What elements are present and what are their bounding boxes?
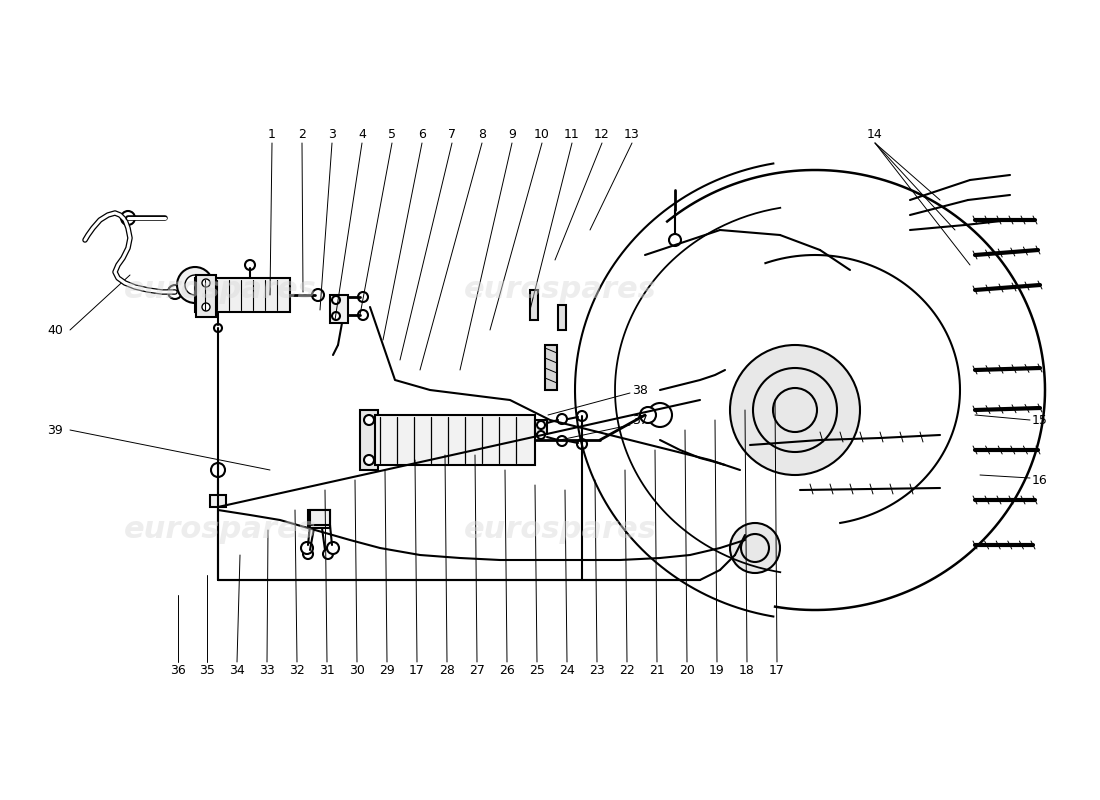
Circle shape bbox=[578, 411, 587, 421]
Bar bbox=[530, 290, 538, 320]
Circle shape bbox=[669, 234, 681, 246]
Text: 2: 2 bbox=[298, 129, 306, 142]
Text: 30: 30 bbox=[349, 663, 365, 677]
Circle shape bbox=[302, 549, 313, 559]
Text: eurospares: eurospares bbox=[123, 275, 317, 305]
Circle shape bbox=[640, 407, 656, 423]
Bar bbox=[210, 495, 225, 507]
Circle shape bbox=[730, 523, 780, 573]
Text: eurospares: eurospares bbox=[463, 275, 657, 305]
Circle shape bbox=[177, 267, 213, 303]
Circle shape bbox=[202, 303, 210, 311]
Text: 32: 32 bbox=[289, 663, 305, 677]
Text: 17: 17 bbox=[769, 663, 785, 677]
Text: 31: 31 bbox=[319, 663, 334, 677]
Text: 35: 35 bbox=[199, 663, 214, 677]
Bar bbox=[375, 415, 535, 465]
Bar bbox=[308, 510, 330, 528]
Circle shape bbox=[557, 414, 566, 424]
Circle shape bbox=[578, 439, 587, 449]
Circle shape bbox=[648, 403, 672, 427]
Text: 33: 33 bbox=[260, 663, 275, 677]
Text: 9: 9 bbox=[508, 129, 516, 142]
Circle shape bbox=[185, 275, 205, 295]
Bar bbox=[196, 275, 216, 317]
Text: 40: 40 bbox=[47, 323, 63, 337]
Text: 7: 7 bbox=[448, 129, 456, 142]
Text: 16: 16 bbox=[1032, 474, 1048, 486]
Text: 8: 8 bbox=[478, 129, 486, 142]
Text: 6: 6 bbox=[418, 129, 426, 142]
Circle shape bbox=[537, 421, 544, 429]
Text: 12: 12 bbox=[594, 129, 609, 142]
Bar bbox=[535, 420, 547, 434]
Bar bbox=[310, 510, 330, 525]
Text: 21: 21 bbox=[649, 663, 664, 677]
Text: 25: 25 bbox=[529, 663, 544, 677]
Text: 23: 23 bbox=[590, 663, 605, 677]
Text: 20: 20 bbox=[679, 663, 695, 677]
Circle shape bbox=[364, 415, 374, 425]
Text: 39: 39 bbox=[47, 423, 63, 437]
Text: 15: 15 bbox=[1032, 414, 1048, 426]
Text: 10: 10 bbox=[535, 129, 550, 142]
Text: 18: 18 bbox=[739, 663, 755, 677]
Circle shape bbox=[364, 455, 374, 465]
Circle shape bbox=[327, 542, 339, 554]
Circle shape bbox=[214, 324, 222, 332]
Text: 29: 29 bbox=[379, 663, 395, 677]
Bar bbox=[360, 410, 378, 470]
Circle shape bbox=[323, 549, 333, 559]
Text: eurospares: eurospares bbox=[463, 515, 657, 545]
Bar bbox=[195, 278, 290, 312]
Text: 4: 4 bbox=[359, 129, 366, 142]
Text: 37: 37 bbox=[632, 414, 648, 426]
Circle shape bbox=[211, 463, 226, 477]
Bar bbox=[330, 295, 348, 323]
Circle shape bbox=[121, 211, 135, 225]
Circle shape bbox=[168, 285, 182, 299]
Circle shape bbox=[332, 312, 340, 320]
Circle shape bbox=[358, 292, 368, 302]
Text: 36: 36 bbox=[170, 663, 186, 677]
Text: 19: 19 bbox=[710, 663, 725, 677]
Text: 38: 38 bbox=[632, 383, 648, 397]
Text: 3: 3 bbox=[328, 129, 336, 142]
Text: 34: 34 bbox=[229, 663, 245, 677]
Bar bbox=[544, 345, 557, 390]
Circle shape bbox=[245, 260, 255, 270]
Text: 13: 13 bbox=[624, 129, 640, 142]
Bar bbox=[558, 305, 566, 330]
Circle shape bbox=[311, 512, 317, 518]
Text: 24: 24 bbox=[559, 663, 575, 677]
Text: 26: 26 bbox=[499, 663, 515, 677]
Circle shape bbox=[557, 436, 566, 446]
Circle shape bbox=[202, 279, 210, 287]
Circle shape bbox=[332, 296, 340, 304]
Text: 5: 5 bbox=[388, 129, 396, 142]
Text: 17: 17 bbox=[409, 663, 425, 677]
Text: 11: 11 bbox=[564, 129, 580, 142]
Text: 14: 14 bbox=[867, 129, 883, 142]
Circle shape bbox=[301, 542, 314, 554]
Circle shape bbox=[730, 345, 860, 475]
Text: 22: 22 bbox=[619, 663, 635, 677]
Circle shape bbox=[358, 310, 368, 320]
Text: 28: 28 bbox=[439, 663, 455, 677]
Circle shape bbox=[312, 289, 324, 301]
Text: 27: 27 bbox=[469, 663, 485, 677]
Text: eurospares: eurospares bbox=[123, 515, 317, 545]
Circle shape bbox=[537, 431, 544, 439]
Circle shape bbox=[319, 512, 324, 518]
Text: 1: 1 bbox=[268, 129, 276, 142]
